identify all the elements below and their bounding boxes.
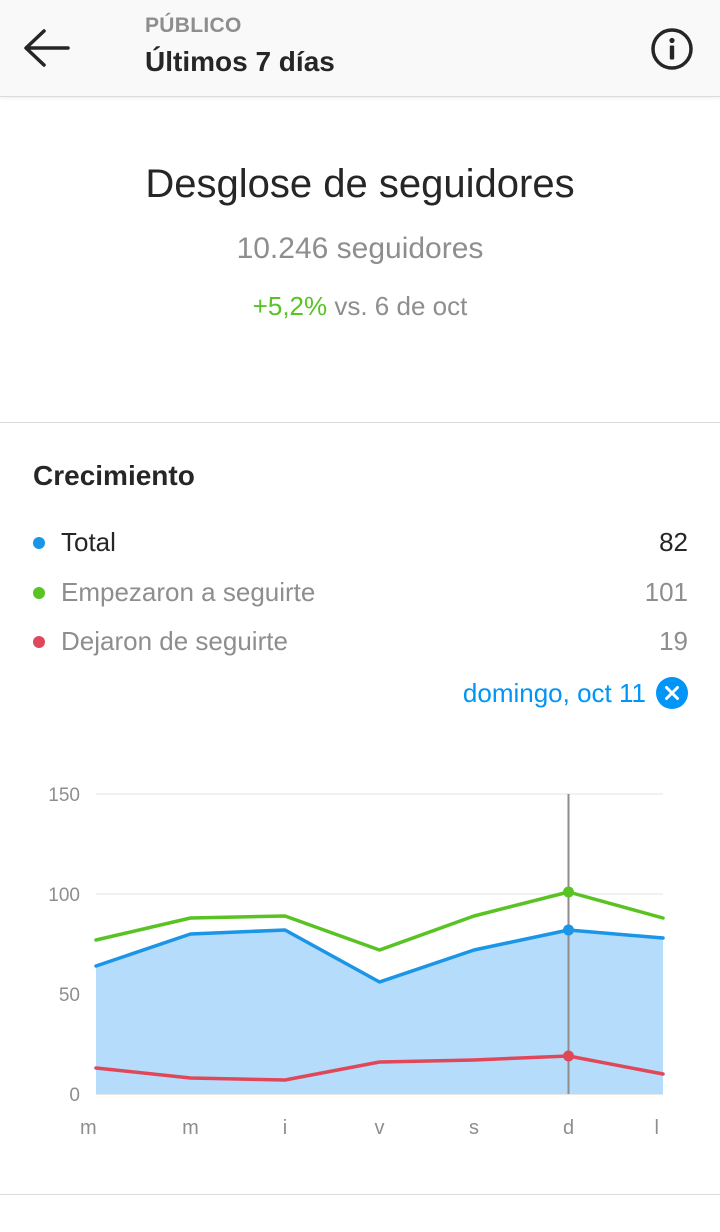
back-button[interactable] [18, 22, 78, 74]
info-circle-icon [651, 28, 693, 70]
page-title: Últimos 7 días [145, 46, 335, 77]
info-button[interactable] [650, 27, 694, 71]
legend-label: Total [61, 527, 116, 557]
legend-unfollows: Dejaron de seguirte 19 [33, 622, 688, 662]
header-titles: PÚBLICO Últimos 7 días [145, 14, 335, 78]
growth-title: Crecimiento [33, 460, 195, 491]
selected-point-empezaron-a-seguirte [563, 886, 574, 898]
section-divider [0, 422, 720, 423]
x-tick-label: m [182, 1117, 199, 1139]
total-area [96, 930, 663, 1094]
change-comparison: vs. 6 de oct [327, 291, 468, 321]
legend-label: Dejaron de seguirte [61, 626, 288, 656]
y-tick-label: 100 [48, 885, 80, 906]
x-tick-label: m [80, 1117, 97, 1139]
clear-selection-button[interactable] [656, 677, 688, 709]
selected-point-total [563, 924, 574, 936]
legend-value: 82 [659, 527, 688, 557]
x-tick-label: d [563, 1117, 574, 1139]
legend-dot-unfollows [33, 636, 45, 648]
legend-total: Total 82 [33, 523, 688, 563]
bottom-divider [0, 1194, 720, 1195]
change-percent: +5,2% [252, 291, 328, 321]
selected-date[interactable]: domingo, oct 11 [463, 676, 688, 710]
summary-title: Desglose de seguidores [145, 162, 575, 206]
legend-value: 101 [644, 577, 688, 607]
selected-date-label[interactable]: domingo, oct 11 [462, 677, 646, 708]
legend-label: Empezaron a seguirte [61, 577, 316, 607]
arrow-left-icon [24, 29, 70, 67]
x-tick-label: i [283, 1117, 287, 1139]
x-tick-label: v [375, 1117, 385, 1139]
legend-dot-follows [33, 587, 45, 599]
y-tick-label: 150 [48, 785, 80, 806]
legend-follows: Empezaron a seguirte 101 [33, 573, 688, 613]
x-tick-label: l [655, 1117, 659, 1139]
close-circle-icon [665, 686, 679, 700]
x-tick-label: s [469, 1117, 479, 1139]
y-tick-label: 0 [69, 1085, 80, 1106]
legend-value: 19 [659, 626, 688, 656]
header-subtitle: PÚBLICO [145, 14, 242, 37]
legend-dot-total [33, 537, 45, 549]
top-bar: PÚBLICO Últimos 7 días [0, 0, 720, 97]
followers-summary: Desglose de seguidores 10.246 seguidores… [0, 96, 720, 422]
followers-count: 10.246 seguidores [236, 232, 484, 265]
y-tick-label: 50 [59, 985, 80, 1006]
selected-point-dejaron-de-seguirte [563, 1050, 574, 1062]
followers-change: +5,2% vs. 6 de oct [0, 291, 720, 322]
